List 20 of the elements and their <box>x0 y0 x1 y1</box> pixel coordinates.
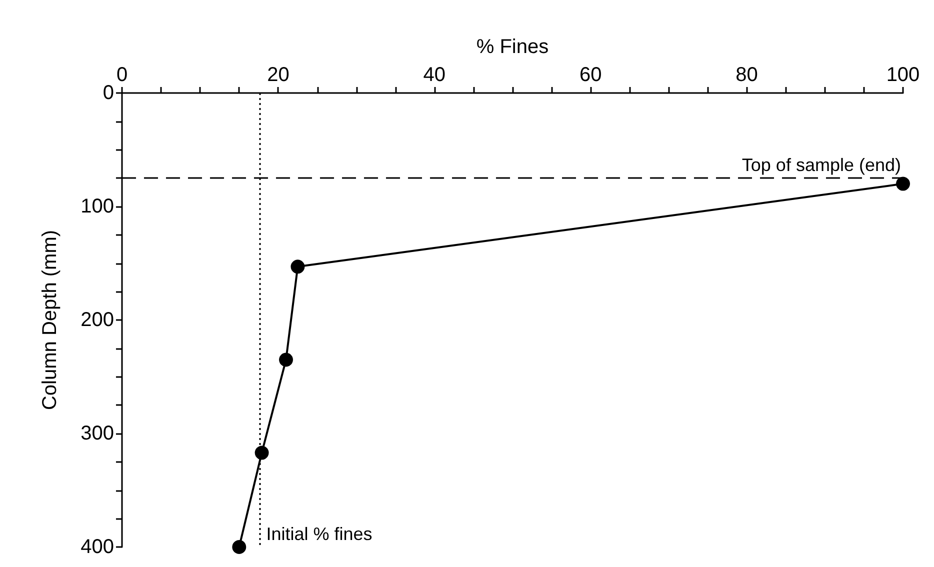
x-tick-label: 40 <box>423 64 446 86</box>
ref-line-label: Top of sample (end) <box>742 155 901 176</box>
x-tick-label: 20 <box>267 64 290 86</box>
point <box>232 540 246 554</box>
point <box>254 446 269 460</box>
point <box>290 260 305 274</box>
y-tick-label: 300 <box>80 422 114 444</box>
y-axis-title: Column Depth (mm) <box>39 230 61 410</box>
x-tick-label: 100 <box>886 64 920 86</box>
ref-line-label: Initial % fines <box>266 524 372 544</box>
x-tick-label: 0 <box>116 64 128 86</box>
x-axis-title: % Fines <box>476 36 549 58</box>
point <box>896 176 910 191</box>
y-tick-label: 400 <box>80 536 114 558</box>
y-tick-label: 0 <box>102 82 114 104</box>
x-tick-label: 80 <box>736 64 758 86</box>
point <box>279 352 294 367</box>
y-tick-label: 200 <box>80 309 114 331</box>
y-tick-label: 100 <box>80 196 114 218</box>
x-tick-label: 60 <box>579 64 602 86</box>
